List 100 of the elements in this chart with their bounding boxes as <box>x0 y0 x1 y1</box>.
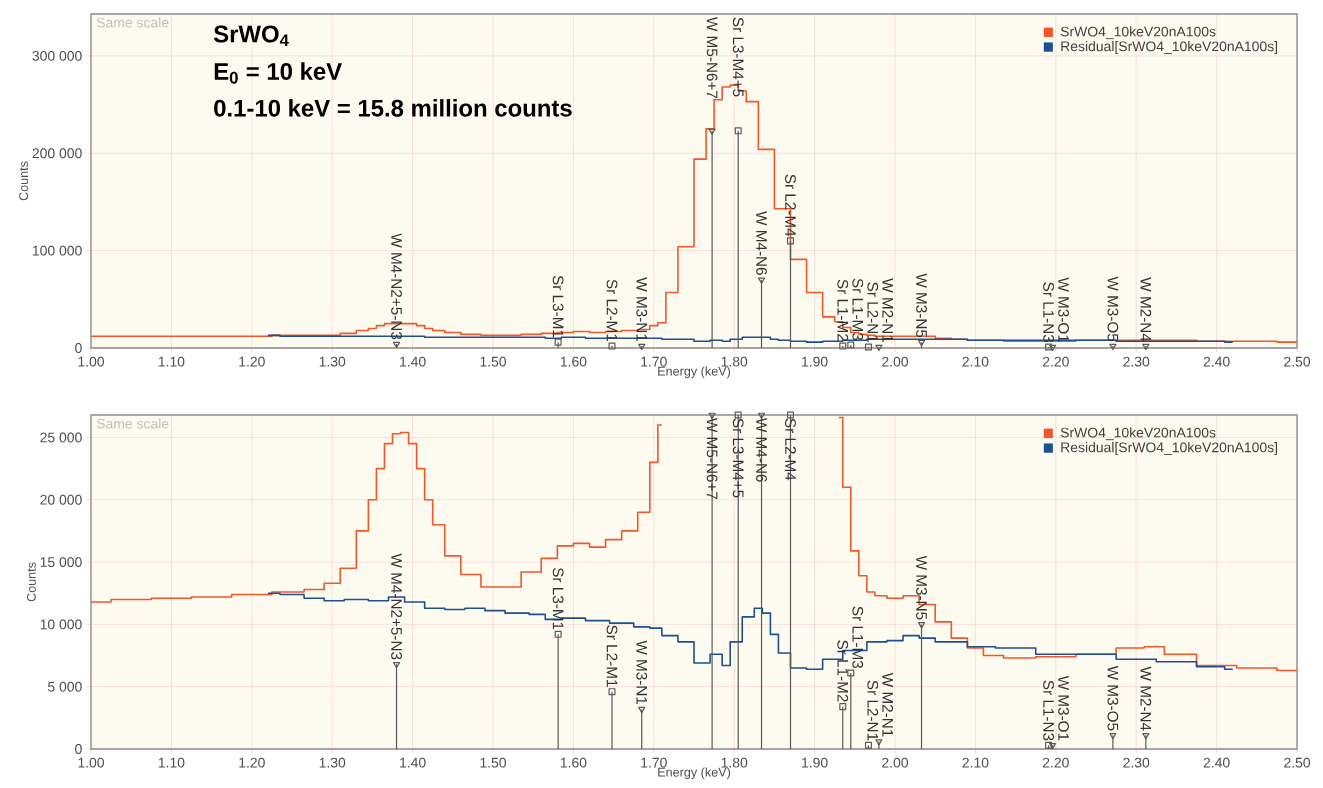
annotation: Sr L1-M3 <box>852 278 864 341</box>
y-axis-title: Counts <box>19 161 29 201</box>
x-tick-label: 1.90 <box>802 757 828 768</box>
x-tick-label: 2.50 <box>1284 757 1311 768</box>
y-tick-label: 200 000 <box>32 148 82 159</box>
point <box>786 237 795 245</box>
point <box>1045 343 1053 351</box>
point <box>875 344 883 352</box>
point <box>847 341 855 349</box>
point <box>1109 343 1117 351</box>
annotation: W M4-N6 <box>756 417 767 482</box>
annotation: Sr L1-M3 <box>852 606 864 669</box>
annotation: W M4-N2+5-N3 <box>391 553 402 660</box>
x-tick-label: 1.00 <box>78 757 105 768</box>
point <box>608 688 616 696</box>
annotation: Sr L2-M4 <box>785 418 796 481</box>
annotation: W M3-O5 <box>1107 276 1119 342</box>
x-tick-label: 2.10 <box>962 356 989 367</box>
annotation: W M3-N1 <box>636 277 648 342</box>
annotation: W M4-N6 <box>756 211 767 275</box>
x-tick-label: 2.30 <box>1123 757 1150 768</box>
x-tick-label: 1.60 <box>560 356 587 367</box>
annotation: Sr L2-M4 <box>785 174 796 237</box>
y-tick-label: 100 000 <box>32 245 82 256</box>
annotation: W M2-N1 <box>882 672 894 737</box>
x-tick-label: 1.40 <box>400 757 426 768</box>
point <box>734 127 742 135</box>
point <box>638 706 646 714</box>
point <box>864 343 872 351</box>
x-tick-label: 1.50 <box>480 356 507 367</box>
annotation: Sr L2-N1 <box>867 680 879 741</box>
x-axis-title: Energy (keV) <box>658 767 731 780</box>
x-tick-label: 1.80 <box>721 757 748 768</box>
x-tick-label: 1.80 <box>721 356 748 367</box>
x-tick-label: 1.10 <box>158 356 185 367</box>
y-tick-label: 0 <box>75 343 82 353</box>
annotation: Sr L2-N1 <box>867 282 879 343</box>
annotation: W M2-N1 <box>882 278 894 343</box>
legend-label: SrWO4_10keV20nA100s <box>1060 427 1216 441</box>
point <box>839 703 847 711</box>
point <box>1045 741 1053 749</box>
legend-label: Residual[SrWO4_10keV20nA100s] <box>1061 442 1278 456</box>
x-tick-label: 1.20 <box>239 356 265 367</box>
x-tick-label: 2.40 <box>1203 356 1230 367</box>
annotation: W M3-O1 <box>1058 277 1069 343</box>
point <box>1142 732 1150 740</box>
annotation: Same scale <box>96 418 169 429</box>
point <box>708 128 716 135</box>
annotation: Sr L1-N3 <box>1043 282 1054 343</box>
annotation: W M2-N4 <box>1140 666 1152 731</box>
x-axis-title: Energy (keV) <box>658 366 731 379</box>
annotation: Sr L3-M1 <box>552 275 564 338</box>
annotation: W M3-N5 <box>916 555 927 620</box>
annotation: Sr L2-M1 <box>606 625 618 687</box>
annotation: 0.1-10 keV = 15.8 million counts <box>214 99 572 117</box>
point <box>554 338 562 346</box>
annotation: Sr L1-M2 <box>837 640 849 702</box>
point <box>864 741 872 749</box>
annotation: W M3-N5 <box>916 273 927 338</box>
y-tick-label: 10 000 <box>40 619 82 630</box>
point <box>638 343 646 351</box>
annotation: Sr L1-M2 <box>837 279 849 342</box>
annotation: Sr L1-N3 <box>1043 680 1054 741</box>
x-tick-label: 1.60 <box>560 757 587 768</box>
point <box>1109 732 1117 740</box>
x-tick-label: 2.10 <box>962 757 989 768</box>
x-tick-label: 1.50 <box>480 757 507 768</box>
annotation: SrWO$_{4}$ <box>213 25 289 46</box>
x-tick-label: 1.70 <box>641 356 667 367</box>
x-tick-label: 1.30 <box>319 757 346 768</box>
annotation: Sr L3-M4+5 <box>732 17 744 97</box>
x-tick-label: 1.40 <box>400 356 426 367</box>
annotation: W M2-N4 <box>1140 277 1152 342</box>
x-tick-label: 2.50 <box>1284 356 1311 367</box>
annotation: W M3-O5 <box>1107 665 1119 731</box>
x-tick-label: 1.30 <box>319 356 346 367</box>
x-tick-label: 2.20 <box>1042 356 1069 367</box>
y-tick-label: 5 000 <box>47 681 82 692</box>
point <box>554 630 562 638</box>
point <box>1142 343 1150 351</box>
annotation: Sr L3-M4+5 <box>732 418 744 498</box>
x-tick-label: 1.90 <box>802 356 828 367</box>
y-axis-title: Counts <box>26 562 36 602</box>
x-tick-label: 2.20 <box>1042 757 1069 768</box>
x-tick-label: 2.30 <box>1123 356 1150 367</box>
x-tick-label: 1.70 <box>641 757 667 768</box>
point <box>839 342 847 350</box>
annotation: Same scale <box>96 17 169 28</box>
y-tick-label: 20 000 <box>40 494 82 505</box>
x-tick-label: 1.10 <box>158 757 185 768</box>
y-tick-label: 25 000 <box>40 432 82 443</box>
x-tick-label: 1.20 <box>239 757 265 768</box>
point <box>757 277 766 284</box>
annotation: W M4-N2+5-N3 <box>391 233 402 340</box>
x-tick-label: 2.40 <box>1203 757 1230 768</box>
annotation: W M3-N1 <box>636 640 648 705</box>
y-tick-label: 15 000 <box>40 557 82 568</box>
annotation: W M3-O1 <box>1058 675 1069 741</box>
annotation: W M5-N6+7 <box>706 16 718 99</box>
x-tick-label: 1.00 <box>78 356 105 367</box>
